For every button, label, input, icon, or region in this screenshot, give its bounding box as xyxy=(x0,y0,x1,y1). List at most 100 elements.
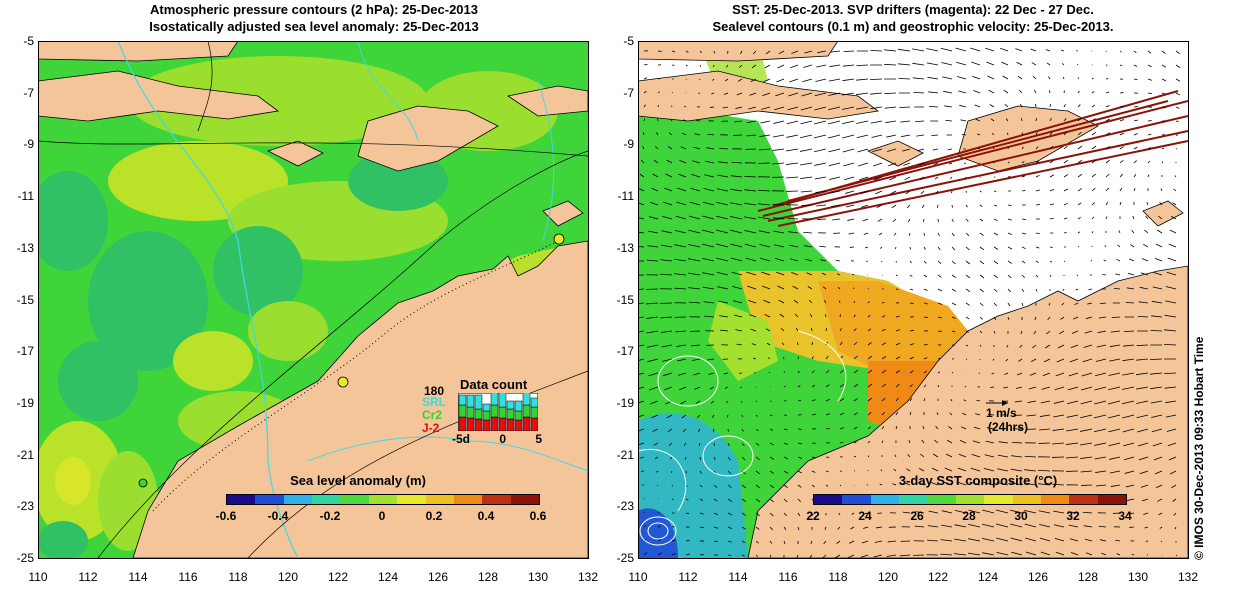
data-count-bar xyxy=(498,417,507,431)
data-count-bar xyxy=(466,394,475,408)
velocity-arrow xyxy=(1105,105,1110,108)
velocity-arrow xyxy=(741,400,743,403)
velocity-arrow xyxy=(1098,525,1107,528)
velocity-arrow xyxy=(685,512,690,515)
velocity-arrow xyxy=(965,330,969,333)
data-count-bar xyxy=(522,416,531,431)
velocity-arrow xyxy=(1033,89,1037,94)
velocity-arrow xyxy=(993,288,998,293)
velocity-arrow xyxy=(841,106,855,110)
velocity-arrow xyxy=(777,64,785,69)
velocity-arrow xyxy=(1137,428,1149,433)
velocity-arrow xyxy=(1011,551,1023,556)
velocity-arrow xyxy=(1133,133,1138,136)
velocity-arrow xyxy=(890,190,897,195)
velocity-arrow xyxy=(996,481,1009,486)
velocity-arrow xyxy=(825,384,830,388)
velocity-arrow xyxy=(638,400,645,404)
velocity-arrow xyxy=(943,481,953,486)
velocity-arrow xyxy=(1027,400,1037,403)
velocity-arrow xyxy=(1155,243,1163,248)
velocity-arrow xyxy=(699,470,702,474)
velocity-arrow xyxy=(935,425,939,430)
velocity-arrow xyxy=(796,554,799,558)
velocity-arrow xyxy=(973,90,981,94)
velocity-arrow xyxy=(1094,400,1107,405)
velocity-arrow xyxy=(923,357,928,360)
sst-map[interactable]: 1 m/s (24hrs) 3-day SST composite (°C) 2… xyxy=(638,41,1188,558)
velocity-arrow xyxy=(699,498,704,502)
velocity-arrow xyxy=(786,148,799,152)
velocity-arrow xyxy=(797,342,799,346)
velocity-arrow xyxy=(920,190,925,195)
velocity-arrow xyxy=(1007,161,1010,164)
velocity-arrow xyxy=(811,384,816,388)
sst-colorbar-labels: 22 24 26 28 30 32 34 xyxy=(795,509,1145,525)
velocity-arrow xyxy=(1065,456,1079,459)
velocity-arrow xyxy=(828,106,841,111)
velocity-arrow xyxy=(1087,302,1093,305)
velocity-arrow xyxy=(1017,372,1023,376)
velocity-arrow xyxy=(760,120,771,124)
velocity-arrow xyxy=(923,398,926,402)
velocity-arrow xyxy=(674,229,687,234)
y-tick-label: -17 xyxy=(616,344,634,359)
velocity-arrow xyxy=(1137,316,1149,318)
velocity-arrow xyxy=(921,439,925,444)
velocity-arrow xyxy=(1151,300,1163,304)
sea-level-anomaly-map[interactable]: Data count 180 SRL Cr2 J-2 -5d 0 5 Sea level… xyxy=(38,41,588,558)
velocity-arrow xyxy=(915,511,925,514)
velocity-arrow xyxy=(1063,188,1069,192)
velocity-arrow xyxy=(741,526,746,530)
y-tick-label: -7 xyxy=(23,85,34,100)
velocity-arrow xyxy=(855,92,869,96)
velocity-arrow xyxy=(985,47,995,52)
velocity-arrow xyxy=(834,554,841,558)
velocity-arrow xyxy=(997,468,1009,472)
velocity-arrow xyxy=(1165,300,1177,304)
velocity-arrow xyxy=(755,540,759,544)
velocity-arrow xyxy=(727,456,731,461)
velocity-arrow xyxy=(1077,117,1082,122)
velocity-arrow xyxy=(949,176,953,179)
velocity-arrow xyxy=(674,258,687,262)
velocity-arrow xyxy=(772,148,785,151)
velocity-arrow xyxy=(993,162,995,164)
velocity-arrow xyxy=(815,190,827,193)
velocity-arrow xyxy=(1149,372,1163,375)
y-tick-label: -9 xyxy=(23,137,34,152)
velocity-arrow xyxy=(1107,414,1121,419)
velocity-arrow xyxy=(877,218,883,222)
velocity-arrow xyxy=(853,341,858,346)
y-tick-label: -7 xyxy=(623,85,634,100)
velocity-arrow xyxy=(1108,442,1121,447)
velocity-arrow xyxy=(776,78,785,83)
velocity-arrow xyxy=(1035,132,1038,136)
velocity-arrow xyxy=(1132,215,1135,220)
data-count-bar xyxy=(522,393,531,406)
velocity-arrow xyxy=(965,316,970,320)
velocity-arrow xyxy=(856,134,869,139)
velocity-arrow xyxy=(870,120,883,124)
velocity-arrow xyxy=(1140,484,1149,488)
velocity-arrow xyxy=(895,397,899,402)
velocity-arrow xyxy=(918,467,925,472)
velocity-arrow xyxy=(884,49,897,52)
velocity-arrow xyxy=(982,509,995,514)
y-tick-label: -25 xyxy=(616,551,634,565)
velocity-arrow xyxy=(945,453,953,458)
velocity-arrow xyxy=(923,218,925,223)
colorbar-segment xyxy=(227,495,256,504)
velocity-arrow xyxy=(1113,288,1121,290)
velocity-arrow xyxy=(971,61,981,66)
velocity-arrow xyxy=(803,231,813,234)
velocity-arrow xyxy=(783,540,786,544)
velocity-arrow xyxy=(1136,344,1149,346)
colorbar-segment xyxy=(814,495,843,504)
velocity-arrow xyxy=(651,187,659,192)
velocity-arrow xyxy=(1058,330,1065,335)
velocity-arrow xyxy=(894,454,897,458)
velocity-arrow xyxy=(674,244,687,248)
velocity-arrow xyxy=(909,260,912,264)
velocity-arrow xyxy=(727,442,730,447)
